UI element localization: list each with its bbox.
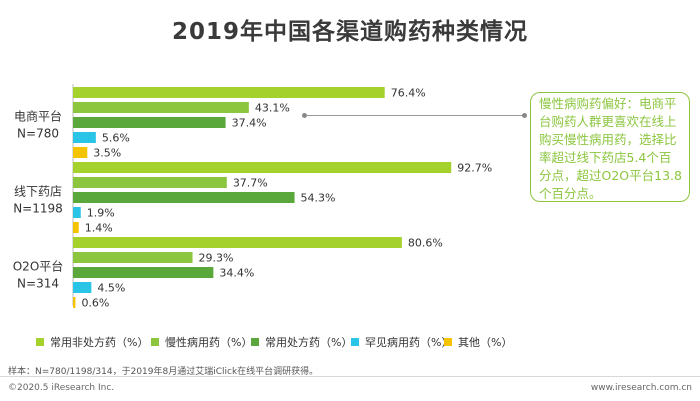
bar-value-label: 76.4% <box>391 87 426 100</box>
annotation-dot-right <box>522 113 527 118</box>
bar <box>73 222 79 233</box>
category-label: 线下药店 <box>14 185 62 199</box>
legend-label: 罕见病用药（%） <box>365 336 453 349</box>
category-label: O2O平台 <box>13 259 64 274</box>
bar-value-label: 29.3% <box>199 252 234 265</box>
bar <box>73 102 249 113</box>
chart-legend: 常用非处方药（%） 慢性病用药（%） 常用处方药（%） 罕见病用药（%） 其他（%） <box>36 334 676 350</box>
legend-swatch <box>36 338 44 346</box>
legend-label: 其他（%） <box>458 336 513 349</box>
category-label: N=1198 <box>13 202 63 216</box>
bar <box>73 177 227 188</box>
bar-value-label: 92.7% <box>457 162 492 175</box>
annotation-dot-left <box>302 113 307 118</box>
bar-value-label: 5.6% <box>102 132 130 145</box>
bar <box>73 282 92 293</box>
legend-swatch <box>444 338 452 346</box>
bar <box>73 207 81 218</box>
bar <box>73 267 214 278</box>
bar <box>73 147 88 158</box>
legend-label: 常用非处方药（%） <box>50 336 149 349</box>
bar-value-label: 37.7% <box>233 177 268 190</box>
legend-swatch <box>351 338 359 346</box>
legend-item: 常用处方药（%） <box>251 334 352 350</box>
legend-label: 慢性病用药（%） <box>165 336 253 349</box>
bar-value-label: 1.9% <box>87 207 115 220</box>
bar-value-label: 34.4% <box>219 267 254 280</box>
bar <box>73 192 295 203</box>
bar <box>73 297 76 308</box>
copyright: ©2020.5 iResearch Inc. <box>8 383 115 393</box>
category-label: N=780 <box>17 127 59 141</box>
bar <box>73 162 452 173</box>
bar <box>73 237 402 248</box>
annotation-box: 慢性病购药偏好：电商平台购药人群更喜欢在线上购买慢性病用药，选择比率超过线下药店… <box>530 92 690 202</box>
legend-item: 罕见病用药（%） <box>351 334 452 350</box>
website-url: www.iresearch.com.cn <box>590 383 692 393</box>
bar-value-label: 37.4% <box>232 117 267 130</box>
legend-swatch <box>151 338 159 346</box>
category-label: 电商平台 <box>14 109 62 124</box>
bar-value-label: 1.4% <box>85 222 113 235</box>
sample-note: 样本：N=780/1198/314，于2019年8月通过艾瑞iClick在线平台… <box>8 367 319 377</box>
bar-chart: 电商平台 N=780 76.4% 43.1% 37.4% 5.6% 3.5% 线下药店 N=11… <box>13 84 492 310</box>
bar-value-label: 3.5% <box>93 147 121 160</box>
legend-label: 常用处方药（%） <box>265 336 353 349</box>
bar-value-label: 0.6% <box>81 297 109 310</box>
category-label: N=314 <box>17 277 59 291</box>
bar <box>73 252 193 263</box>
annotation-connector-line <box>306 115 524 116</box>
bar-value-label: 4.5% <box>97 282 125 295</box>
bar-value-label: 80.6% <box>408 237 443 250</box>
legend-swatch <box>251 338 259 346</box>
bar-value-label: 43.1% <box>255 102 290 115</box>
bar <box>73 132 96 143</box>
bar-value-label: 54.3% <box>301 192 336 205</box>
bar <box>73 87 385 98</box>
footer-divider <box>0 376 700 377</box>
legend-item: 慢性病用药（%） <box>151 334 252 350</box>
legend-item: 常用非处方药（%） <box>36 334 148 350</box>
bar <box>73 117 226 128</box>
legend-item: 其他（%） <box>444 334 512 350</box>
chart-title: 2019年中国各渠道购药种类情况 <box>171 19 528 45</box>
